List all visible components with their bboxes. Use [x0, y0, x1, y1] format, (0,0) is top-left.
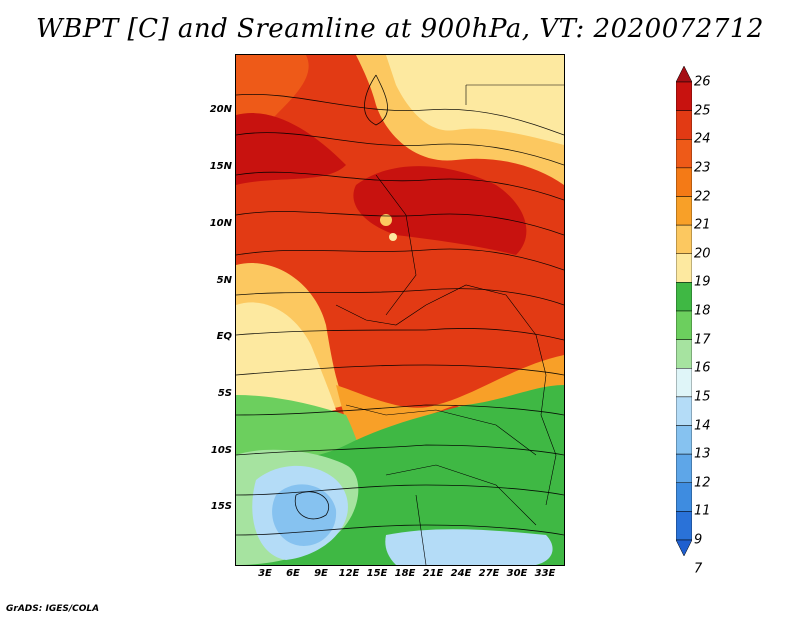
colorbar-swatch	[676, 368, 692, 398]
lon-label: 27E	[478, 568, 500, 579]
colorbar-tick-label: 19	[694, 274, 711, 290]
lat-label: 20N	[209, 104, 232, 115]
lon-label: 6E	[286, 568, 300, 579]
colorbar-swatch	[676, 110, 692, 140]
colorbar-tick-label: 17	[694, 332, 711, 348]
lon-label: 18E	[394, 568, 416, 579]
colorbar-tick-label: 15	[694, 389, 711, 405]
colorbar-arrow-bottom	[676, 539, 692, 556]
footer-credit: GrADS: IGES/COLA	[6, 604, 100, 614]
colorbar-tick-label: 12	[694, 475, 711, 491]
lat-label: 5N	[216, 275, 232, 286]
colorbar	[676, 66, 692, 556]
colorbar-tick-label: 26	[694, 74, 711, 90]
colorbar-tick-label: 14	[694, 418, 711, 433]
lon-label: 9E	[314, 568, 328, 579]
map-title: WBPT [C] and Sreamline at 900hPa, VT: 20…	[36, 14, 764, 44]
colorbar-tick-label: 20	[694, 246, 711, 262]
colorbar-tick-label: 9	[694, 532, 703, 548]
colorbar-tick-label: 13	[694, 446, 711, 462]
lon-label: 15E	[366, 568, 388, 579]
colorbar-swatch	[676, 425, 692, 455]
colorbar-tick-label: 24	[694, 131, 711, 147]
colorbar-tick-label: 23	[694, 160, 711, 176]
colorbar-tick-label: 11	[694, 503, 711, 519]
wbpt-field	[236, 55, 564, 565]
colorbar-swatch	[676, 253, 692, 283]
colorbar-tick-label: 18	[694, 303, 711, 319]
colorbar-tick-label: 7	[694, 561, 703, 577]
colorbar-tick-label: 16	[694, 360, 711, 376]
colorbar-swatch	[676, 310, 692, 340]
colorbar-swatch	[676, 81, 692, 111]
lat-label: EQ	[216, 331, 232, 342]
lon-label: 21E	[422, 568, 444, 579]
lon-label: 3E	[258, 568, 272, 579]
colorbar-swatch	[676, 511, 692, 541]
colorbar-swatch	[676, 167, 692, 197]
wbpt-map-panel	[235, 54, 565, 566]
colorbar-arrow-top	[676, 66, 692, 83]
colorbar-swatch	[676, 453, 692, 483]
lat-label: 10N	[209, 218, 232, 229]
colorbar-swatch	[676, 282, 692, 312]
lon-label: 30E	[506, 568, 528, 579]
colorbar-tick-label: 21	[694, 217, 711, 233]
lat-label: 15N	[209, 161, 232, 172]
lat-label: 5S	[217, 388, 232, 399]
colorbar-swatch	[676, 396, 692, 426]
colorbar-swatch	[676, 196, 692, 226]
lon-label: 12E	[338, 568, 360, 579]
colorbar-swatch	[676, 339, 692, 369]
colorbar-tick-label: 22	[694, 189, 711, 204]
lon-label: 33E	[534, 568, 556, 579]
colorbar-swatch	[676, 224, 692, 254]
colorbar-swatch	[676, 482, 692, 512]
lat-label: 10S	[210, 445, 232, 456]
lon-label: 24E	[450, 568, 472, 579]
lat-label: 15S	[210, 501, 232, 512]
colorbar-tick-label: 25	[694, 103, 711, 119]
colorbar-swatch	[676, 139, 692, 169]
